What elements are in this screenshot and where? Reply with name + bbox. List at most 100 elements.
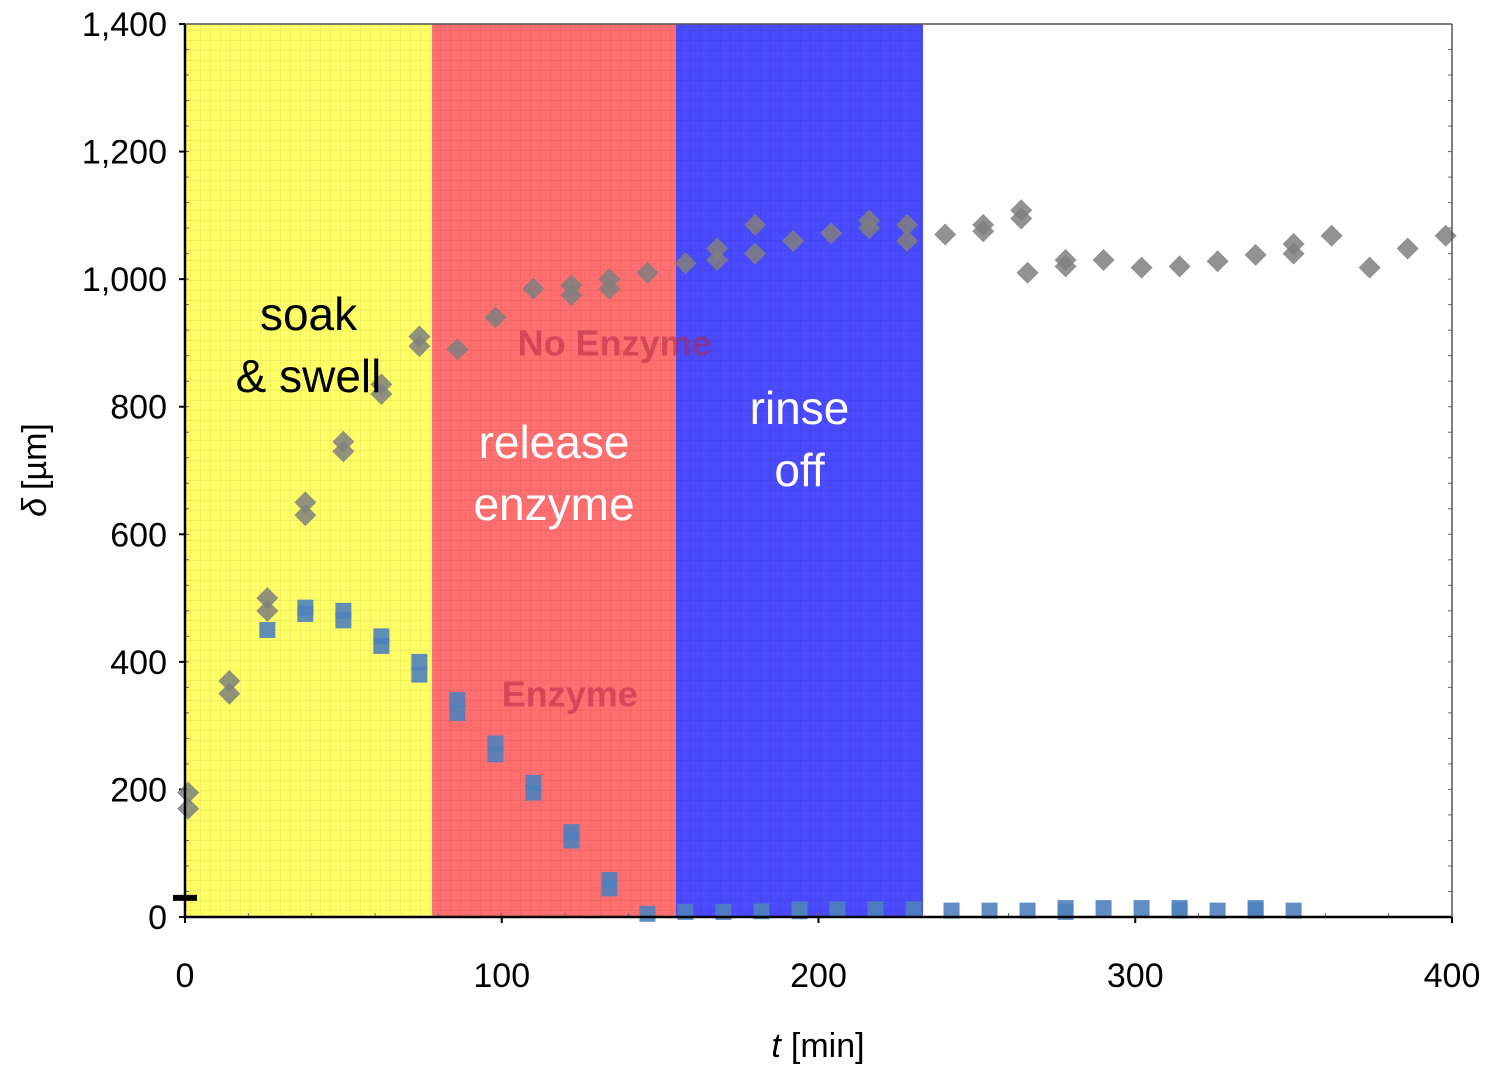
phase-region-labels: soak & swell release enzyme rinse off [236,288,850,530]
region-label: rinse [750,382,850,434]
region-grid [432,24,676,917]
data-point-square [1285,902,1302,919]
series-label: No Enzyme [518,323,712,364]
data-point-diamond [636,261,659,284]
data-point-square [905,901,922,918]
y-tick-label: 600 [110,516,167,554]
data-point-square [981,902,998,919]
data-point-diamond [177,781,200,804]
data-point-diamond [177,797,200,820]
data-point-square [487,735,504,752]
series-labels: No Enzyme Enzyme [502,323,712,715]
data-point-diamond [744,242,767,265]
data-point-diamond [446,338,469,361]
data-point-diamond [1434,224,1457,247]
data-point-square [1133,900,1150,917]
data-point-diamond [1054,249,1077,272]
x-tick-label: 400 [1424,957,1481,995]
y-tick-label: 1,000 [82,261,167,299]
x-tick-label: 300 [1107,957,1164,995]
tick-labels: 0 200 400 600 800 1,000 1,200 1,400 0 100 200 300 40… [82,6,1480,995]
data-point-diamond [1092,249,1115,272]
region-label: & swell [236,350,382,402]
data-point-square [297,599,314,616]
region-label: enzyme [473,478,634,530]
data-point-square [1057,900,1074,917]
data-point-square [411,666,428,683]
data-point-diamond [1244,243,1267,266]
data-point-diamond [820,222,843,245]
y-tick-label: 1,400 [82,6,167,44]
data-point-diamond [1396,237,1419,260]
x-tick-label: 100 [473,957,530,995]
data-point-diamond [256,599,279,622]
series-label: Enzyme [502,674,638,715]
x-axis-symbol: t [771,1027,782,1065]
y-tick-label: 1,200 [82,134,167,172]
data-point-diamond [218,682,241,705]
data-point-diamond [1130,256,1153,279]
data-point-square [791,901,808,918]
data-point-diamond [332,430,355,453]
data-point-square [411,653,428,670]
data-point-square [335,602,352,619]
data-point-diamond [1320,224,1343,247]
data-point-square [1171,902,1188,919]
data-point-diamond [218,669,241,692]
data-point-diamond [1016,261,1039,284]
region-label: soak [260,288,358,340]
data-point-diamond [782,229,805,252]
data-point-square [867,901,884,918]
region-grid [185,24,433,917]
data-point-diamond [294,504,317,527]
data-point-square [639,905,656,922]
phase-regions [185,24,924,917]
y-tick-label: 200 [110,771,167,809]
data-point-diamond [294,491,317,514]
data-point-diamond [934,223,957,246]
region-label: off [774,444,825,496]
data-point-diamond [896,229,919,252]
y-axis-symbol: δ [16,497,54,517]
data-point-diamond [1168,255,1191,278]
data-series [173,199,1457,922]
x-tick-label: 0 [176,957,195,995]
data-point-diamond [560,274,583,297]
data-point-diamond [370,373,393,396]
x-tick-label: 200 [790,957,847,995]
data-point-diamond [1206,250,1229,273]
data-point-square [943,902,960,919]
y-tick-label: 0 [148,899,167,937]
data-point-diamond [1358,256,1381,279]
data-point-diamond [1282,233,1305,256]
data-point-square [829,901,846,918]
data-point-diamond [522,277,545,300]
x-axis-unit: [min] [791,1027,865,1065]
y-axis-unit: [µm] [16,423,54,490]
data-point-diamond [1010,199,1033,222]
y-axis-title: δ [µm] [16,423,54,517]
data-point-diamond [972,213,995,236]
data-point-diamond [598,268,621,291]
data-point-square [525,775,542,792]
y-tick-label: 800 [110,389,167,427]
data-point-square [563,824,580,841]
data-point-diamond [744,213,767,236]
data-point-diamond [896,213,919,236]
data-point-square [753,903,770,920]
region-grid [675,24,924,917]
region-label: release [479,416,630,468]
data-point-diamond [858,209,881,232]
data-point-square [449,704,466,721]
data-point-diamond [706,237,729,260]
data-point-diamond [706,249,729,272]
data-point-diamond [484,306,507,329]
data-point-square [1095,900,1112,917]
y-tick-label: 400 [110,644,167,682]
data-point-square [449,692,466,709]
data-point-diamond [408,325,431,348]
data-point-diamond [674,252,697,275]
x-axis-title: t [min] [771,1027,864,1065]
data-point-diamond [256,587,279,610]
